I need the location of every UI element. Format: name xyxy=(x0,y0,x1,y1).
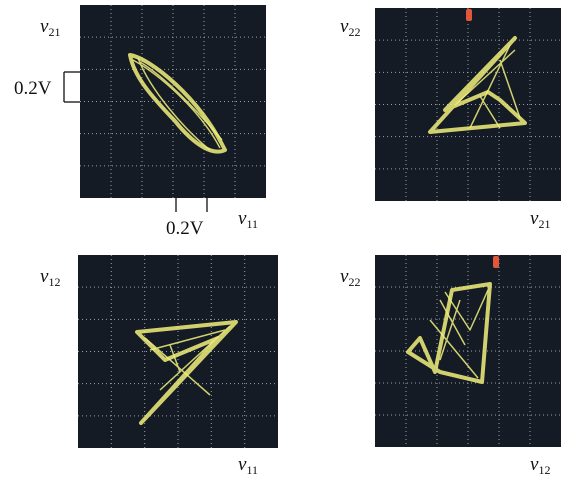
x-axis-label: v21 xyxy=(530,208,550,231)
trigger-marker xyxy=(466,9,472,21)
x-axis-label: v12 xyxy=(530,454,550,477)
y-axis-label: v22 xyxy=(340,266,360,289)
y-scale-label: 0.2V xyxy=(14,78,52,99)
figure: 0.2V 0.2V v21 v11 v22 v21 v12 v11 v22 v1… xyxy=(0,0,572,483)
y-axis-label: v21 xyxy=(40,16,60,39)
y-axis-label: v12 xyxy=(40,266,60,289)
x-scale-label: 0.2V xyxy=(166,218,204,239)
trigger-marker xyxy=(493,256,499,268)
y-axis-label: v22 xyxy=(340,16,360,39)
x-axis-label: v11 xyxy=(238,208,258,231)
x-axis-label: v11 xyxy=(238,454,258,477)
